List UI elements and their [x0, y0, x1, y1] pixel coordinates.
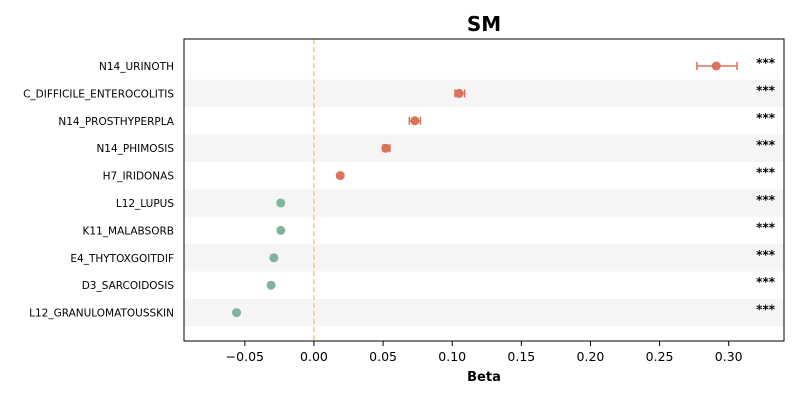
y-tick-labels: N14_URINOTH C_DIFFICILE_ENTEROCOLITIS N14_… — [23, 61, 175, 320]
x-tick-label: 0.10 — [438, 349, 466, 364]
y-tick-label: L12_GRANULOMATOUSSKIN — [29, 308, 174, 320]
row-band — [184, 244, 784, 272]
y-tick-label: C_DIFFICILE_ENTEROCOLITIS — [23, 88, 174, 100]
y-tick-label: E4_THYTOXGOITDIF — [70, 253, 174, 265]
significance-label: *** — [756, 166, 776, 180]
point-estimate — [232, 308, 242, 318]
y-tick-label: N14_PHIMOSIS — [96, 143, 174, 155]
significance-label: *** — [756, 193, 776, 207]
significance-label: *** — [756, 248, 776, 262]
data-marks: *** *** *** *** *** *** *** *** *** *** — [232, 56, 776, 318]
y-tick-label: H7_IRIDONAS — [103, 171, 175, 183]
x-tick-label: 0.25 — [646, 349, 674, 364]
point-estimate — [269, 253, 279, 263]
x-tick-label: 0.15 — [507, 349, 535, 364]
point-estimate — [711, 61, 721, 71]
row-band — [184, 134, 784, 162]
point-estimate — [276, 225, 286, 235]
significance-label: *** — [756, 220, 776, 234]
point-estimate — [266, 280, 276, 290]
y-tick-label: L12_LUPUS — [116, 198, 174, 210]
point-estimate — [276, 198, 286, 208]
significance-label: *** — [756, 83, 776, 97]
point-estimate — [381, 143, 391, 153]
x-axis-ticks: −0.05 0.00 0.05 0.10 0.15 0.20 0.25 0.30 — [226, 341, 743, 364]
row-band — [184, 298, 784, 327]
significance-label: *** — [756, 111, 776, 125]
point-estimate — [454, 88, 464, 98]
x-tick-label: 0.30 — [715, 349, 743, 364]
y-tick-label: K11_MALABSORB — [83, 225, 174, 237]
row-bands — [184, 79, 784, 327]
x-tick-label: −0.05 — [226, 349, 264, 364]
x-tick-label: 0.20 — [577, 349, 605, 364]
row-band — [184, 79, 784, 108]
x-tick-label: 0.00 — [300, 349, 328, 364]
x-axis-label: Beta — [467, 370, 501, 385]
row-band — [184, 189, 784, 217]
significance-label: *** — [756, 138, 776, 152]
point-estimate — [335, 171, 345, 181]
point-estimate — [410, 116, 420, 126]
y-tick-label: D3_SARCOIDOSIS — [82, 280, 175, 292]
significance-label: *** — [756, 275, 776, 289]
chart-title: SM — [467, 12, 501, 36]
y-tick-label: N14_URINOTH — [99, 61, 174, 73]
plot-frame — [183, 38, 785, 342]
significance-label: *** — [756, 56, 776, 70]
significance-label: *** — [756, 303, 776, 317]
y-tick-label: N14_PROSTHYPERPLA — [58, 116, 174, 128]
x-tick-label: 0.05 — [369, 349, 397, 364]
